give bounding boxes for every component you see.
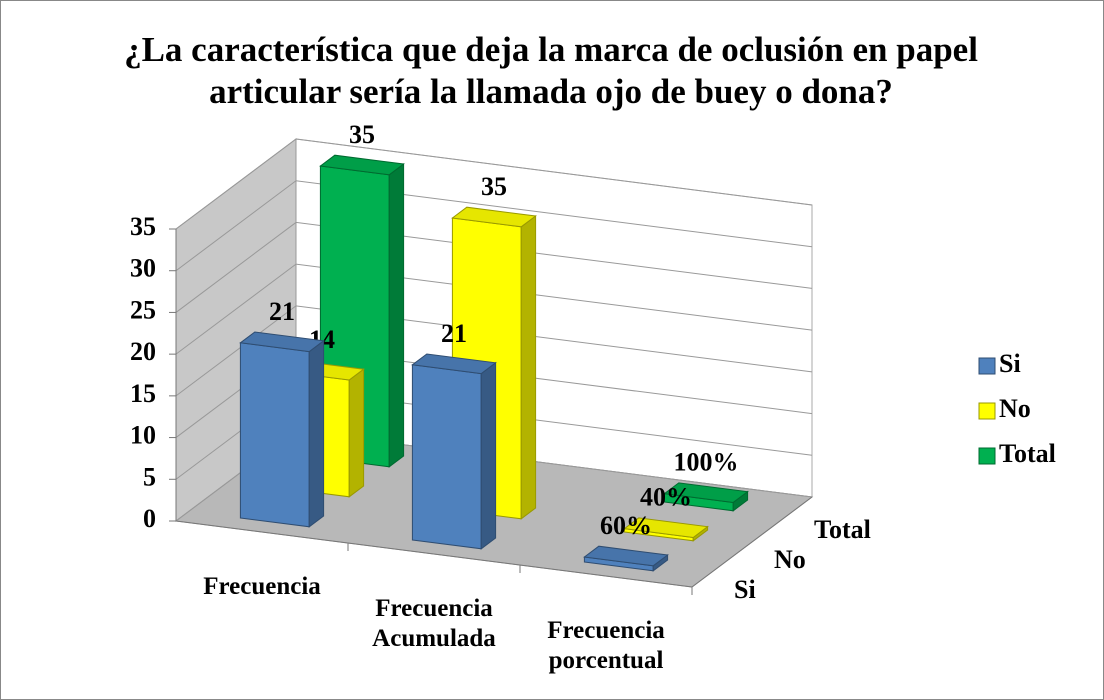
- data-label: 35: [349, 120, 375, 149]
- legend-swatch: [978, 447, 996, 465]
- y-tick-label: 25: [130, 295, 156, 324]
- y-tick-label: 30: [130, 254, 156, 283]
- grid-line: [175, 263, 813, 355]
- x-axis: [175, 520, 693, 588]
- bar-top: [411, 353, 497, 375]
- data-label: 60%: [600, 511, 652, 540]
- bar-top: [583, 545, 669, 567]
- chart-title: ¿La característica que deja la marca de …: [124, 30, 978, 111]
- bar-side: [348, 368, 365, 498]
- bar-front: [239, 342, 310, 528]
- depth-tick-label: No: [774, 545, 806, 574]
- bar-top: [663, 482, 749, 503]
- bar-side: [388, 162, 405, 468]
- bar-top: [451, 206, 537, 228]
- bar: [411, 353, 497, 550]
- depth-tick-label: Total: [814, 515, 871, 544]
- data-label: 35: [481, 172, 507, 201]
- data-label: 21: [441, 319, 467, 348]
- x-tick-label: Frecuencia Acumulada: [372, 595, 496, 652]
- legend-swatch: [978, 357, 996, 375]
- y-tick-label: 10: [130, 421, 156, 450]
- bar: [583, 545, 669, 572]
- bar-side: [480, 361, 497, 550]
- grid-line: [175, 305, 813, 397]
- bar-side: [308, 339, 325, 528]
- x-tick-label: Frecuencia: [203, 573, 321, 600]
- grid-line: [175, 138, 813, 230]
- bar-front: [411, 364, 482, 550]
- y-tick-label: 20: [130, 337, 156, 366]
- legend-label: Total: [999, 439, 1056, 468]
- grid-line: [175, 221, 813, 313]
- y-tick-label: 35: [130, 212, 156, 241]
- depth-tick-label: Si: [734, 575, 756, 604]
- y-tick-label: 5: [143, 462, 156, 491]
- legend-swatch: [978, 402, 996, 420]
- data-label: 40%: [640, 483, 692, 512]
- y-tick-label: 15: [130, 379, 156, 408]
- depth-axis: [691, 496, 813, 588]
- y-tick-label: 0: [143, 504, 156, 533]
- bar-top: [623, 517, 709, 538]
- data-label: 100%: [674, 448, 739, 477]
- legend-label: Si: [999, 349, 1021, 378]
- bar: [239, 331, 325, 528]
- data-label: 21: [269, 297, 295, 326]
- legend-label: No: [999, 394, 1031, 423]
- grid-line: [175, 180, 813, 272]
- bar: [623, 517, 709, 542]
- bar: [663, 482, 749, 512]
- bar-side: [520, 214, 537, 520]
- bar-top: [319, 154, 405, 176]
- x-tick-label: Frecuencia porcentual: [547, 617, 665, 674]
- bar-top: [239, 331, 325, 353]
